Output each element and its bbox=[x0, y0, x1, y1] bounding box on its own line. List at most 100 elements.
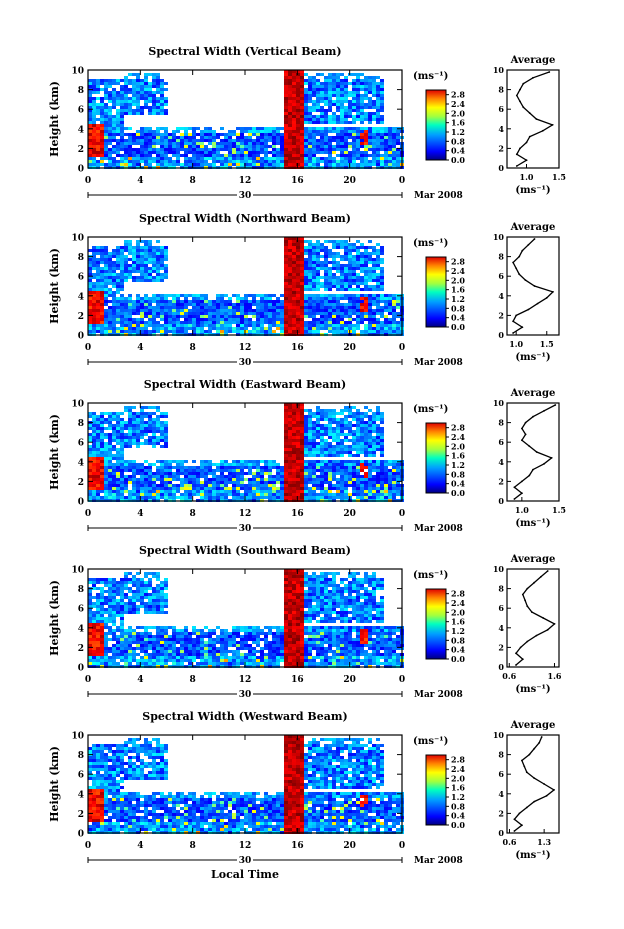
heatmap-cell bbox=[292, 409, 296, 412]
heatmap-cell bbox=[144, 321, 148, 324]
heatmap-cell bbox=[104, 309, 108, 312]
heatmap-cell bbox=[292, 151, 296, 154]
heatmap-cell bbox=[236, 487, 240, 490]
heatmap-cell bbox=[328, 412, 332, 415]
heatmap-cell bbox=[240, 321, 244, 324]
heatmap-cell bbox=[288, 421, 292, 424]
heatmap-cell bbox=[228, 300, 232, 303]
heatmap-cell bbox=[156, 127, 160, 130]
heatmap-cell bbox=[244, 300, 248, 303]
heatmap-cell bbox=[392, 306, 396, 309]
heatmap-cell bbox=[200, 303, 204, 306]
heatmap-cell bbox=[264, 466, 268, 469]
heatmap-cell bbox=[112, 318, 116, 321]
heatmap-cell bbox=[156, 406, 160, 409]
heatmap-cell bbox=[120, 297, 124, 300]
heatmap-cell bbox=[312, 303, 316, 306]
heatmap-cell bbox=[96, 282, 100, 285]
heatmap-cell bbox=[388, 148, 392, 151]
heatmap-cell bbox=[164, 442, 168, 445]
heatmap-cell bbox=[276, 315, 280, 318]
heatmap-cell bbox=[360, 121, 364, 124]
heatmap-cell bbox=[208, 481, 212, 484]
heatmap-cell bbox=[140, 433, 144, 436]
heatmap-cell bbox=[172, 130, 176, 133]
heatmap-cell bbox=[188, 139, 192, 142]
heatmap-cell bbox=[92, 151, 96, 154]
heatmap-cell bbox=[372, 285, 376, 288]
heatmap-cell bbox=[116, 103, 120, 106]
heatmap-cell bbox=[164, 276, 168, 279]
heatmap-cell bbox=[336, 270, 340, 273]
heatmap-cell bbox=[108, 148, 112, 151]
heatmap-cell bbox=[348, 475, 352, 478]
heatmap-cell bbox=[116, 139, 120, 142]
heatmap-cell bbox=[100, 297, 104, 300]
heatmap-cell bbox=[360, 100, 364, 103]
heatmap-cell bbox=[348, 430, 352, 433]
heatmap-cell bbox=[364, 82, 368, 85]
heatmap-cell bbox=[364, 261, 368, 264]
average-profile-line bbox=[512, 238, 555, 334]
heatmap-cell bbox=[296, 430, 300, 433]
heatmap-cell bbox=[164, 421, 168, 424]
heatmap-cell bbox=[300, 118, 304, 121]
heatmap-cell bbox=[96, 288, 100, 291]
heatmap-cell bbox=[140, 490, 144, 493]
heatmap-cell bbox=[100, 457, 104, 460]
heatmap-cell bbox=[104, 442, 108, 445]
heatmap-cell bbox=[144, 466, 148, 469]
heatmap-cell bbox=[340, 85, 344, 88]
heatmap-cell bbox=[372, 303, 376, 306]
heatmap-cell bbox=[124, 318, 128, 321]
heatmap-cell bbox=[352, 433, 356, 436]
heatmap-cell bbox=[380, 109, 384, 112]
heatmap-cell bbox=[380, 148, 384, 151]
heatmap-cell bbox=[348, 460, 352, 463]
heatmap-cell bbox=[368, 148, 372, 151]
heatmap-cell bbox=[212, 481, 216, 484]
heatmap-cell bbox=[252, 154, 256, 157]
heatmap-cell bbox=[380, 276, 384, 279]
heatmap-cell bbox=[336, 454, 340, 457]
heatmap-cell bbox=[276, 475, 280, 478]
heatmap-cell bbox=[176, 136, 180, 139]
heatmap-cell bbox=[296, 442, 300, 445]
heatmap-cell bbox=[112, 106, 116, 109]
heatmap-cell bbox=[320, 324, 324, 327]
heatmap-cell bbox=[140, 412, 144, 415]
heatmap-cell bbox=[384, 127, 388, 130]
heatmap-cell bbox=[200, 139, 204, 142]
heatmap-cell bbox=[356, 118, 360, 121]
heatmap-cell bbox=[152, 412, 156, 415]
heatmap-cell bbox=[300, 439, 304, 442]
heatmap-cell bbox=[276, 327, 280, 330]
heatmap-cell bbox=[340, 496, 344, 499]
heatmap-cell bbox=[280, 300, 284, 303]
heatmap-cell bbox=[384, 151, 388, 154]
heatmap-cell bbox=[88, 154, 92, 157]
heatmap-cell bbox=[196, 318, 200, 321]
y-tick-label: 2 bbox=[78, 312, 84, 322]
heatmap-cell bbox=[344, 94, 348, 97]
heatmap-cell bbox=[220, 312, 224, 315]
heatmap-cell bbox=[328, 100, 332, 103]
heatmap-cell bbox=[144, 103, 148, 106]
heatmap-cell bbox=[348, 315, 352, 318]
heatmap-cell bbox=[256, 330, 260, 333]
heatmap-cell bbox=[92, 469, 96, 472]
heatmap-cell bbox=[124, 478, 128, 481]
heatmap-cell bbox=[344, 243, 348, 246]
heatmap-cell bbox=[296, 160, 300, 163]
heatmap-cell bbox=[280, 490, 284, 493]
heatmap-cell bbox=[348, 121, 352, 124]
heatmap-cell bbox=[136, 82, 140, 85]
heatmap-cell bbox=[120, 121, 124, 124]
heatmap-cell bbox=[108, 427, 112, 430]
heatmap-cell bbox=[336, 91, 340, 94]
heatmap-cell bbox=[296, 97, 300, 100]
heatmap-cell bbox=[324, 127, 328, 130]
heatmap-cell bbox=[212, 321, 216, 324]
heatmap-cell bbox=[236, 460, 240, 463]
heatmap-cell bbox=[140, 330, 144, 333]
